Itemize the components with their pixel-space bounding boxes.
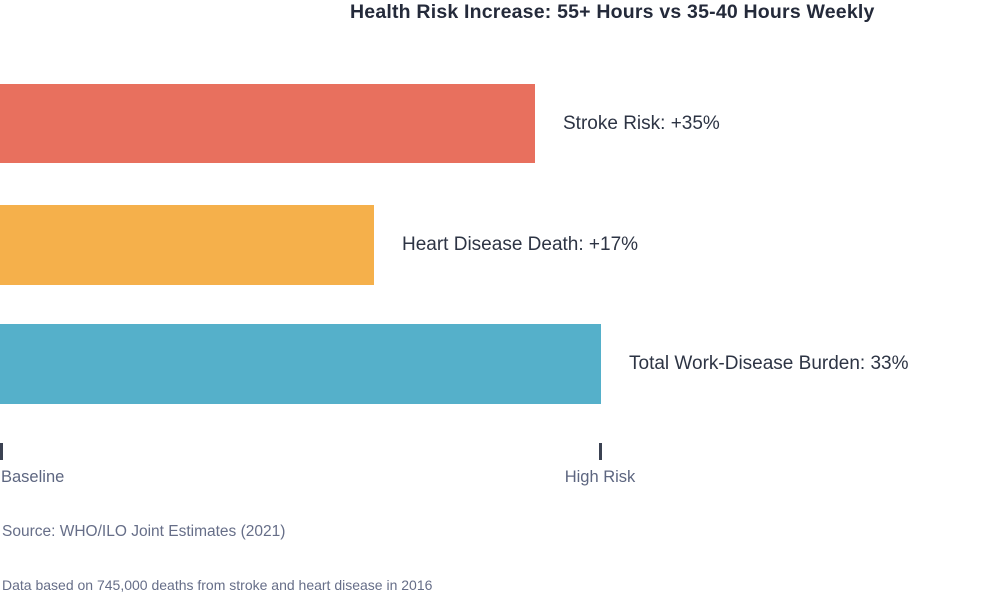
bar-row-heart-disease-death: Heart Disease Death: +17% bbox=[0, 205, 984, 285]
bar-row-stroke-risk: Stroke Risk: +35% bbox=[0, 84, 984, 163]
bar-label-stroke-risk: Stroke Risk: +35% bbox=[563, 112, 720, 134]
x-axis-tick-baseline bbox=[0, 443, 3, 460]
x-axis-tick-high-risk bbox=[599, 443, 602, 460]
x-axis-label-baseline: Baseline bbox=[1, 468, 65, 486]
bar-total-work-disease-burden bbox=[0, 324, 601, 404]
x-axis-label-high-risk: High Risk bbox=[564, 468, 636, 486]
chart-footnote: Data based on 745,000 deaths from stroke… bbox=[2, 577, 433, 593]
bar-row-total-work-disease-burden: Total Work-Disease Burden: 33% bbox=[0, 324, 984, 404]
bar-label-heart-disease-death: Heart Disease Death: +17% bbox=[402, 234, 639, 255]
bar-heart-disease-death bbox=[0, 205, 374, 285]
bar-label-total-work-disease-burden: Total Work-Disease Burden: 33% bbox=[629, 353, 909, 374]
chart-source-note: Source: WHO/ILO Joint Estimates (2021) bbox=[2, 523, 286, 540]
bar-stroke-risk bbox=[0, 84, 535, 163]
chart-title: Health Risk Increase: 55+ Hours vs 35-40… bbox=[350, 1, 875, 23]
